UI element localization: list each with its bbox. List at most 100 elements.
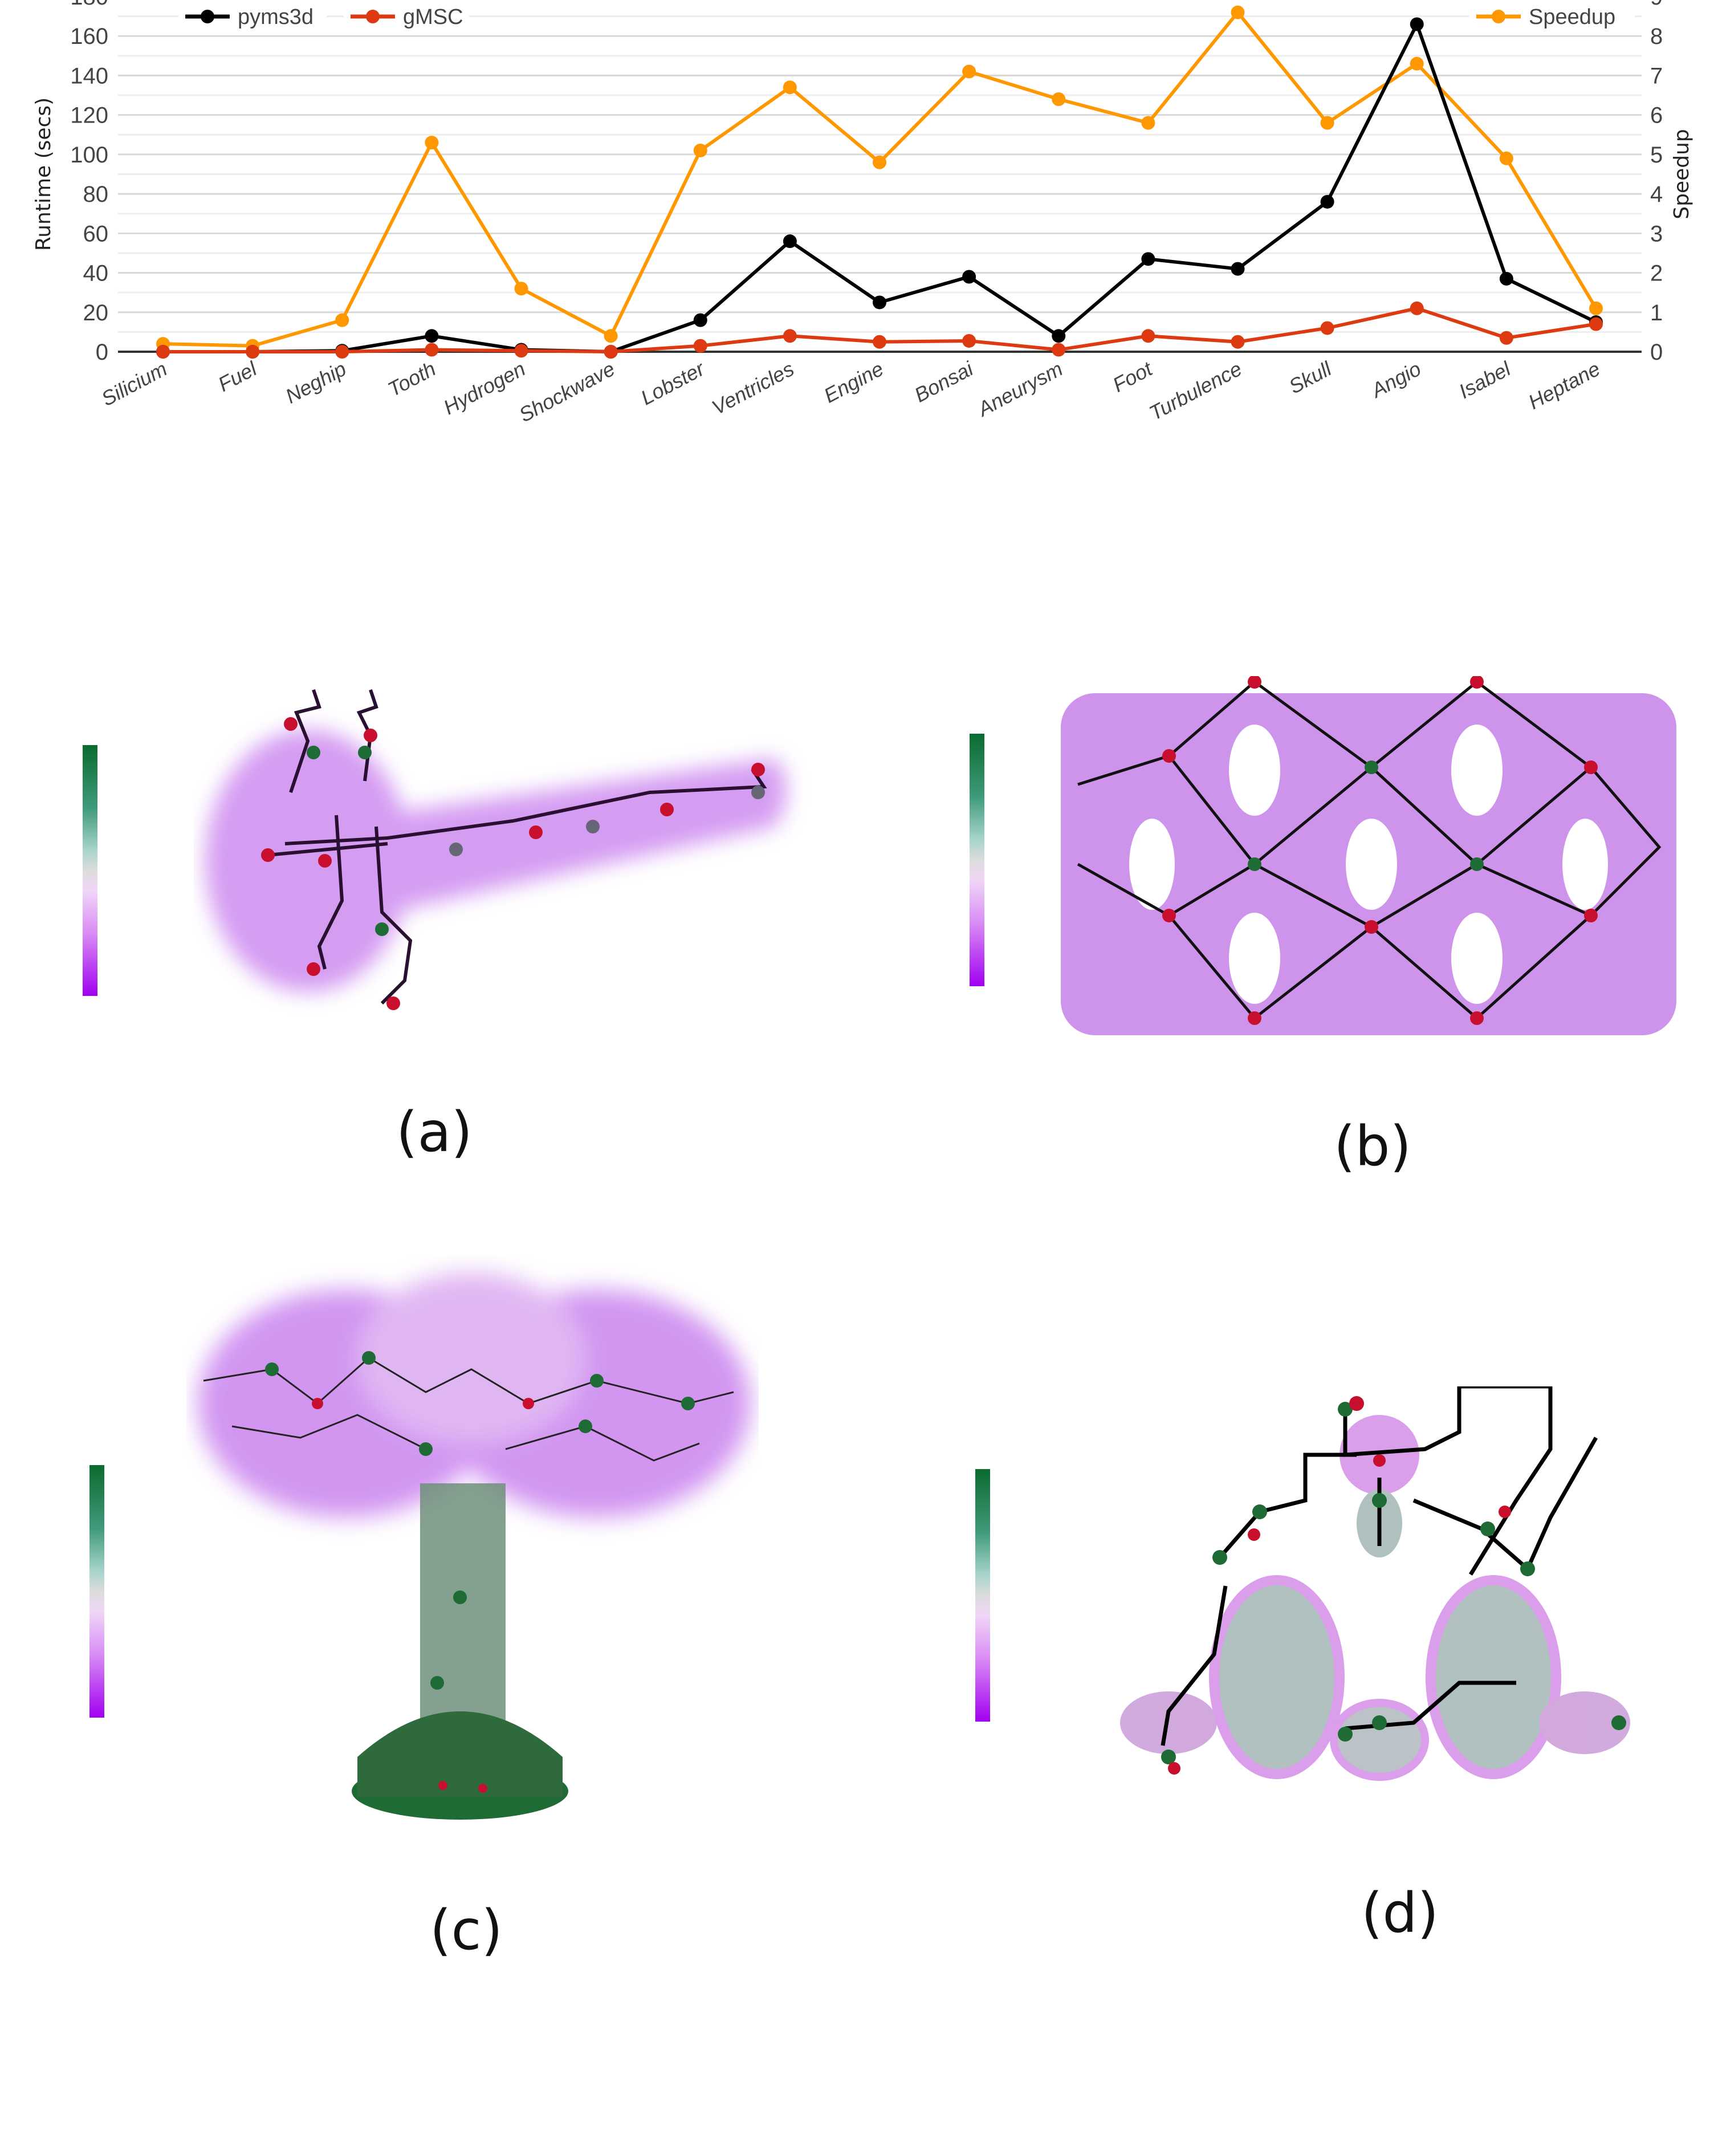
y-tick-label: 80 <box>83 182 109 207</box>
colorbar-d <box>975 1469 990 1722</box>
data-point-Speedup <box>425 136 439 150</box>
x-tick-label: Tooth <box>384 357 440 401</box>
legend-marker-gMSC <box>366 10 380 23</box>
y2-tick-label: 4 <box>1650 182 1663 207</box>
data-point-gMSC <box>1589 317 1603 331</box>
x-tick-label: Turbulence <box>1145 357 1245 425</box>
data-point-Speedup <box>873 155 886 169</box>
data-point-Speedup <box>693 143 707 157</box>
x-tick-label: Skull <box>1285 356 1336 398</box>
data-point-Speedup <box>335 313 349 327</box>
y2-axis-label: Speedup <box>1670 129 1693 219</box>
data-point-gMSC <box>962 333 976 348</box>
y2-tick-label: 3 <box>1650 221 1663 246</box>
data-point-Speedup <box>1231 5 1245 19</box>
legend-label-pyms3d: pyms3d <box>238 5 314 29</box>
caption-a: (a) <box>396 1100 473 1164</box>
x-tick-label: Angio <box>1366 357 1424 402</box>
data-point-gMSC <box>156 345 170 359</box>
y-tick-label: 0 <box>96 340 108 365</box>
colorbar-c <box>89 1465 104 1718</box>
data-point-pyms3d <box>693 313 707 327</box>
legend-marker-Speedup <box>1492 10 1505 23</box>
data-point-gMSC <box>1410 301 1424 315</box>
x-tick-label: Isabel <box>1455 356 1515 403</box>
y2-tick-label: 8 <box>1650 24 1663 49</box>
volume-render-a <box>205 689 787 1010</box>
data-point-gMSC <box>873 335 886 349</box>
y-tick-label: 140 <box>70 63 108 88</box>
x-tick-label: Shockwave <box>515 357 619 427</box>
x-tick-label: Fuel <box>214 356 261 396</box>
caption-b: (b) <box>1334 1114 1411 1178</box>
legend-label-gMSC: gMSC <box>403 5 463 29</box>
data-point-Speedup <box>1499 151 1513 165</box>
y-tick-label: 160 <box>70 24 108 49</box>
y2-tick-label: 5 <box>1650 143 1663 168</box>
data-point-pyms3d <box>425 329 439 343</box>
legend-marker-pyms3d <box>201 10 214 23</box>
y2-tick-label: 2 <box>1650 261 1663 286</box>
x-tick-label: Foot <box>1109 356 1157 397</box>
data-point-gMSC <box>425 343 439 357</box>
legend-label-Speedup: Speedup <box>1529 5 1615 29</box>
y-tick-label: 20 <box>83 300 109 326</box>
data-point-Speedup <box>1320 116 1334 130</box>
x-tick-label: Ventricles <box>708 357 798 420</box>
volume-render-d <box>1120 1386 1630 1781</box>
data-point-Speedup <box>1410 56 1424 71</box>
colorbar-b <box>970 734 984 986</box>
data-point-Speedup <box>514 282 528 296</box>
y2-tick-label: 9 <box>1650 0 1663 10</box>
x-tick-label: Engine <box>820 357 887 408</box>
x-tick-label: Bonsai <box>910 356 977 406</box>
data-point-gMSC <box>1052 343 1066 357</box>
y2-tick-label: 6 <box>1650 103 1663 128</box>
volume-render-b <box>1061 676 1676 1035</box>
data-point-pyms3d <box>1141 252 1155 266</box>
y-tick-label: 120 <box>70 103 108 128</box>
x-tick-label: Silicium <box>97 357 171 410</box>
data-point-gMSC <box>1320 321 1334 335</box>
data-point-pyms3d <box>1052 329 1066 343</box>
data-point-gMSC <box>514 344 528 358</box>
data-point-pyms3d <box>1231 262 1245 276</box>
data-point-Speedup <box>604 329 618 343</box>
data-point-pyms3d <box>873 295 886 310</box>
y-tick-label: 60 <box>83 221 109 246</box>
data-point-pyms3d <box>962 270 976 284</box>
data-point-pyms3d <box>783 234 797 249</box>
data-point-gMSC <box>693 339 707 353</box>
data-point-gMSC <box>335 345 349 359</box>
data-point-gMSC <box>1231 335 1245 349</box>
x-tick-label: Hydrogen <box>439 357 529 419</box>
caption-d: (d) <box>1361 1881 1439 1945</box>
y2-tick-label: 1 <box>1650 300 1663 326</box>
data-point-pyms3d <box>1320 194 1334 209</box>
y2-tick-label: 7 <box>1650 63 1663 88</box>
x-tick-label: Lobster <box>637 356 709 410</box>
data-point-Speedup <box>962 64 976 79</box>
x-tick-label: Aneurysm <box>973 357 1066 421</box>
x-tick-label: Heptane <box>1524 357 1603 414</box>
data-point-pyms3d <box>1499 271 1513 286</box>
y-tick-label: 40 <box>83 261 109 286</box>
data-point-gMSC <box>246 345 260 359</box>
data-point-gMSC <box>604 345 618 359</box>
caption-c: (c) <box>430 1898 503 1962</box>
data-point-gMSC <box>783 329 797 343</box>
y-axis-label: Runtime (secs) <box>32 97 55 251</box>
data-point-pyms3d <box>1410 17 1424 31</box>
data-point-Speedup <box>1141 116 1155 130</box>
colorbar-a <box>83 745 97 996</box>
x-tick-label: Neghip <box>282 357 350 408</box>
data-point-Speedup <box>783 80 797 95</box>
data-point-Speedup <box>1589 301 1603 315</box>
runtime-speedup-chart: 0 20 40 60 80 100 120 140 160 180 0 1 2 3 4 5 6 7 8 9 Runtim… <box>32 0 1693 427</box>
y2-tick-label: 0 <box>1650 340 1663 365</box>
y-tick-label: 100 <box>70 143 108 168</box>
extremum-points <box>261 717 765 1010</box>
data-point-Speedup <box>1052 92 1066 106</box>
data-point-gMSC <box>1499 331 1513 345</box>
y-tick-label: 180 <box>70 0 108 10</box>
